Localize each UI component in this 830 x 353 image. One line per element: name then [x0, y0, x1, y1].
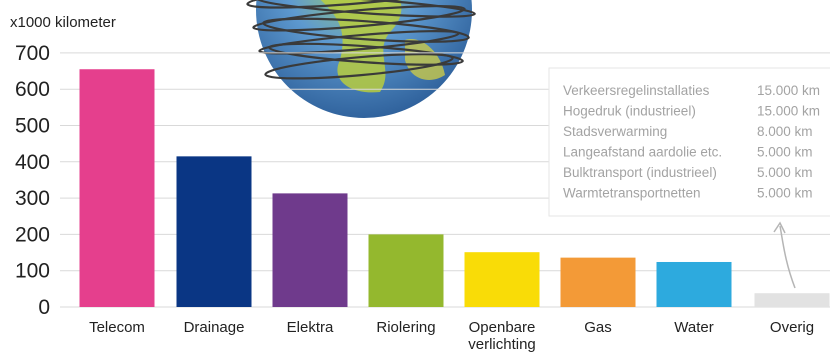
bar [464, 252, 540, 307]
bar [560, 257, 636, 307]
breakdown-value: 5.000 km [757, 145, 813, 160]
breakdown-value: 15.000 km [757, 83, 820, 98]
category-label: Overig [770, 319, 814, 336]
breakdown-value: 5.000 km [757, 165, 813, 180]
y-axis-label: x1000 kilometer [10, 14, 116, 31]
bar [176, 156, 252, 307]
y-tick-labels: 0 100 200 300 400 500 600 700 [15, 42, 50, 319]
y-tick-label: 300 [15, 187, 50, 210]
breakdown-value: 8.000 km [757, 124, 813, 139]
y-tick-label: 500 [15, 115, 50, 138]
category-label: Telecom [89, 319, 145, 336]
bar [79, 69, 155, 307]
overig-breakdown-box: Verkeersregelinstallaties 15.000 km Hogedr… [548, 67, 830, 289]
category-label: Gas [584, 319, 612, 336]
bar [368, 234, 444, 307]
breakdown-label: Stadsverwarming [563, 124, 667, 139]
y-tick-label: 600 [15, 78, 50, 101]
category-labels: Telecom Drainage Elektra Riolering Openbarev… [89, 319, 814, 353]
y-tick-label: 100 [15, 260, 50, 283]
category-label: Elektra [287, 319, 334, 336]
category-label: Openbare [469, 319, 536, 336]
breakdown-label: Warmtetransportnetten [563, 186, 701, 201]
category-label: Water [674, 319, 713, 336]
globe-illustration [246, 0, 476, 118]
breakdown-label: Hogedruk (industrieel) [563, 104, 696, 119]
breakdown-label: Bulktransport (industrieel) [563, 165, 717, 180]
y-tick-label: 200 [15, 223, 50, 246]
arrow-head-icon [773, 221, 786, 234]
category-label: verlichting [468, 336, 536, 353]
category-label: Drainage [184, 319, 245, 336]
y-tick-label: 0 [38, 296, 50, 319]
y-tick-label: 700 [15, 42, 50, 65]
breakdown-value: 5.000 km [757, 186, 813, 201]
bar [656, 261, 732, 307]
category-label: Riolering [376, 319, 435, 336]
bars [79, 69, 830, 307]
y-tick-label: 400 [15, 151, 50, 174]
breakdown-value: 15.000 km [757, 104, 820, 119]
bar [272, 193, 348, 307]
breakdown-label: Verkeersregelinstallaties [563, 83, 710, 98]
arrow-icon [779, 225, 796, 289]
bar [754, 293, 830, 307]
breakdown-label: Langeafstand aardolie etc. [563, 145, 722, 160]
